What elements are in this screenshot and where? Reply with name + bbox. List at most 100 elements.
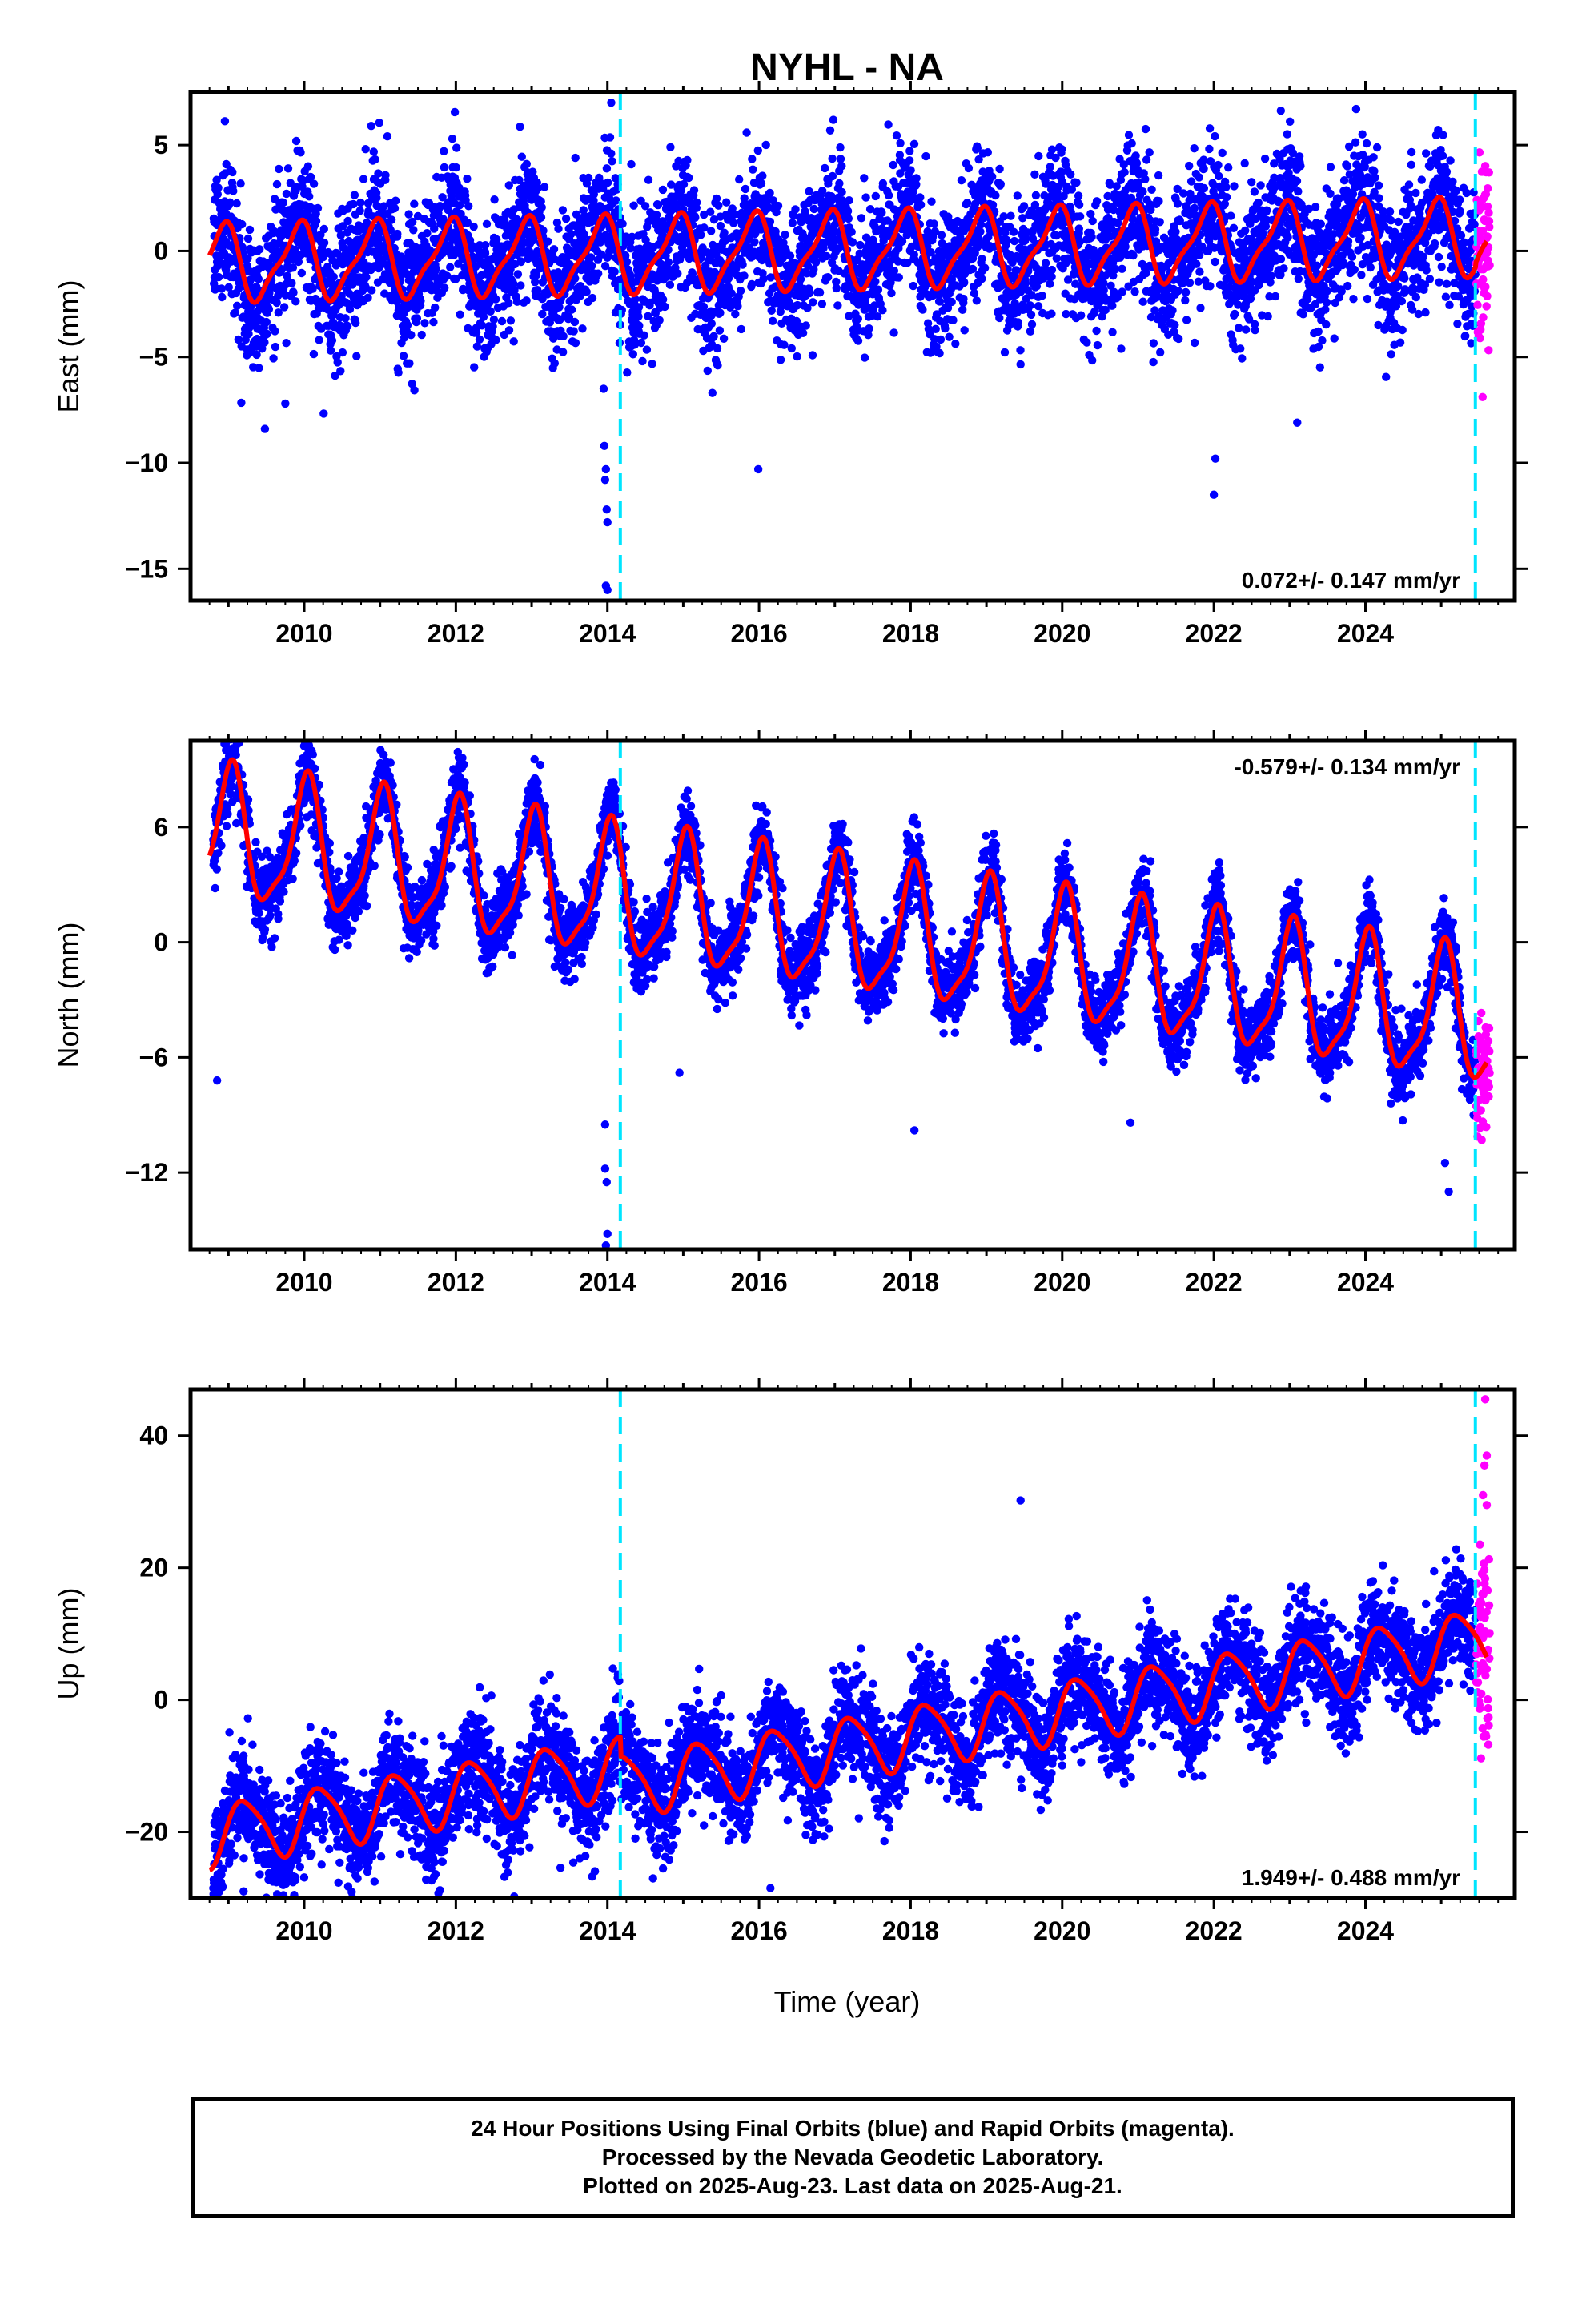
data-point <box>991 191 1000 200</box>
data-point <box>432 264 440 273</box>
data-point <box>776 356 785 364</box>
data-point <box>978 255 986 263</box>
data-point <box>1147 185 1156 194</box>
data-point <box>1026 301 1034 310</box>
data-point <box>308 284 317 293</box>
data-point <box>697 231 705 239</box>
data-point <box>765 217 775 227</box>
data-point <box>513 270 523 279</box>
data-point <box>544 237 552 246</box>
data-point <box>822 251 831 261</box>
data-point <box>361 145 370 154</box>
data-point <box>345 304 355 314</box>
data-point <box>504 326 514 335</box>
data-point <box>408 217 417 227</box>
data-point <box>577 220 586 229</box>
data-point <box>1236 344 1245 353</box>
data-point <box>271 327 279 336</box>
data-point <box>1002 235 1011 245</box>
data-point <box>962 199 972 207</box>
data-point <box>665 280 675 289</box>
data-point <box>951 340 960 348</box>
data-point <box>860 174 869 183</box>
data-point <box>497 316 507 326</box>
data-point <box>759 275 768 283</box>
data-point <box>988 172 997 181</box>
data-point <box>538 309 547 319</box>
data-point <box>960 278 969 287</box>
data-point <box>481 241 490 250</box>
data-point <box>845 312 853 320</box>
data-point <box>829 115 838 124</box>
data-point <box>931 324 940 333</box>
data-point <box>995 164 1004 174</box>
data-point <box>319 224 328 234</box>
data-point <box>1326 189 1335 198</box>
data-point <box>271 342 280 352</box>
data-point <box>554 224 563 233</box>
data-point <box>468 241 476 250</box>
data-point <box>522 296 531 305</box>
data-point <box>848 238 857 247</box>
data-point <box>712 194 721 203</box>
data-point <box>532 271 541 279</box>
plot-area-east <box>207 92 1494 601</box>
data-point <box>504 299 513 308</box>
data-point <box>440 283 449 292</box>
data-point <box>716 308 725 317</box>
data-point <box>515 175 524 185</box>
data-point <box>1099 279 1108 287</box>
data-point <box>260 424 270 433</box>
data-point <box>935 297 945 306</box>
data-point <box>658 295 668 304</box>
data-point <box>479 312 488 321</box>
data-point <box>275 164 283 174</box>
data-point <box>579 206 588 215</box>
data-point <box>343 216 352 226</box>
data-point <box>1195 173 1203 182</box>
data-point <box>405 359 414 368</box>
data-point <box>1190 144 1199 153</box>
data-point <box>847 227 856 236</box>
data-point <box>1263 206 1271 215</box>
data-point <box>773 201 783 211</box>
data-point <box>1047 145 1057 154</box>
data-point <box>887 288 896 298</box>
data-point <box>821 163 829 173</box>
data-point <box>628 350 637 359</box>
data-point <box>584 173 593 183</box>
data-point <box>1171 227 1180 236</box>
data-point <box>835 179 844 188</box>
data-point <box>559 332 568 340</box>
data-point <box>612 196 620 205</box>
data-point <box>587 253 596 262</box>
data-point <box>949 316 958 324</box>
data-point <box>488 322 497 331</box>
data-point <box>927 197 936 206</box>
data-point <box>655 316 664 324</box>
data-point <box>452 275 460 283</box>
data-point <box>707 227 716 235</box>
data-point <box>876 300 885 308</box>
data-point <box>387 215 396 224</box>
data-point <box>1118 287 1126 296</box>
data-point <box>271 205 280 214</box>
data-point <box>905 147 914 155</box>
data-point <box>234 335 243 344</box>
data-point <box>769 316 777 325</box>
data-point <box>628 232 636 241</box>
data-point <box>894 273 904 282</box>
data-point <box>621 251 630 260</box>
data-point <box>233 301 242 310</box>
data-point <box>311 217 321 226</box>
data-point <box>878 306 887 315</box>
data-point <box>983 148 993 157</box>
data-point <box>960 326 969 335</box>
data-point <box>570 317 580 327</box>
data-point <box>1082 338 1091 347</box>
data-point <box>1218 148 1227 158</box>
data-point <box>964 163 974 173</box>
data-point <box>224 283 233 292</box>
data-point <box>446 263 455 271</box>
data-point <box>431 303 440 312</box>
